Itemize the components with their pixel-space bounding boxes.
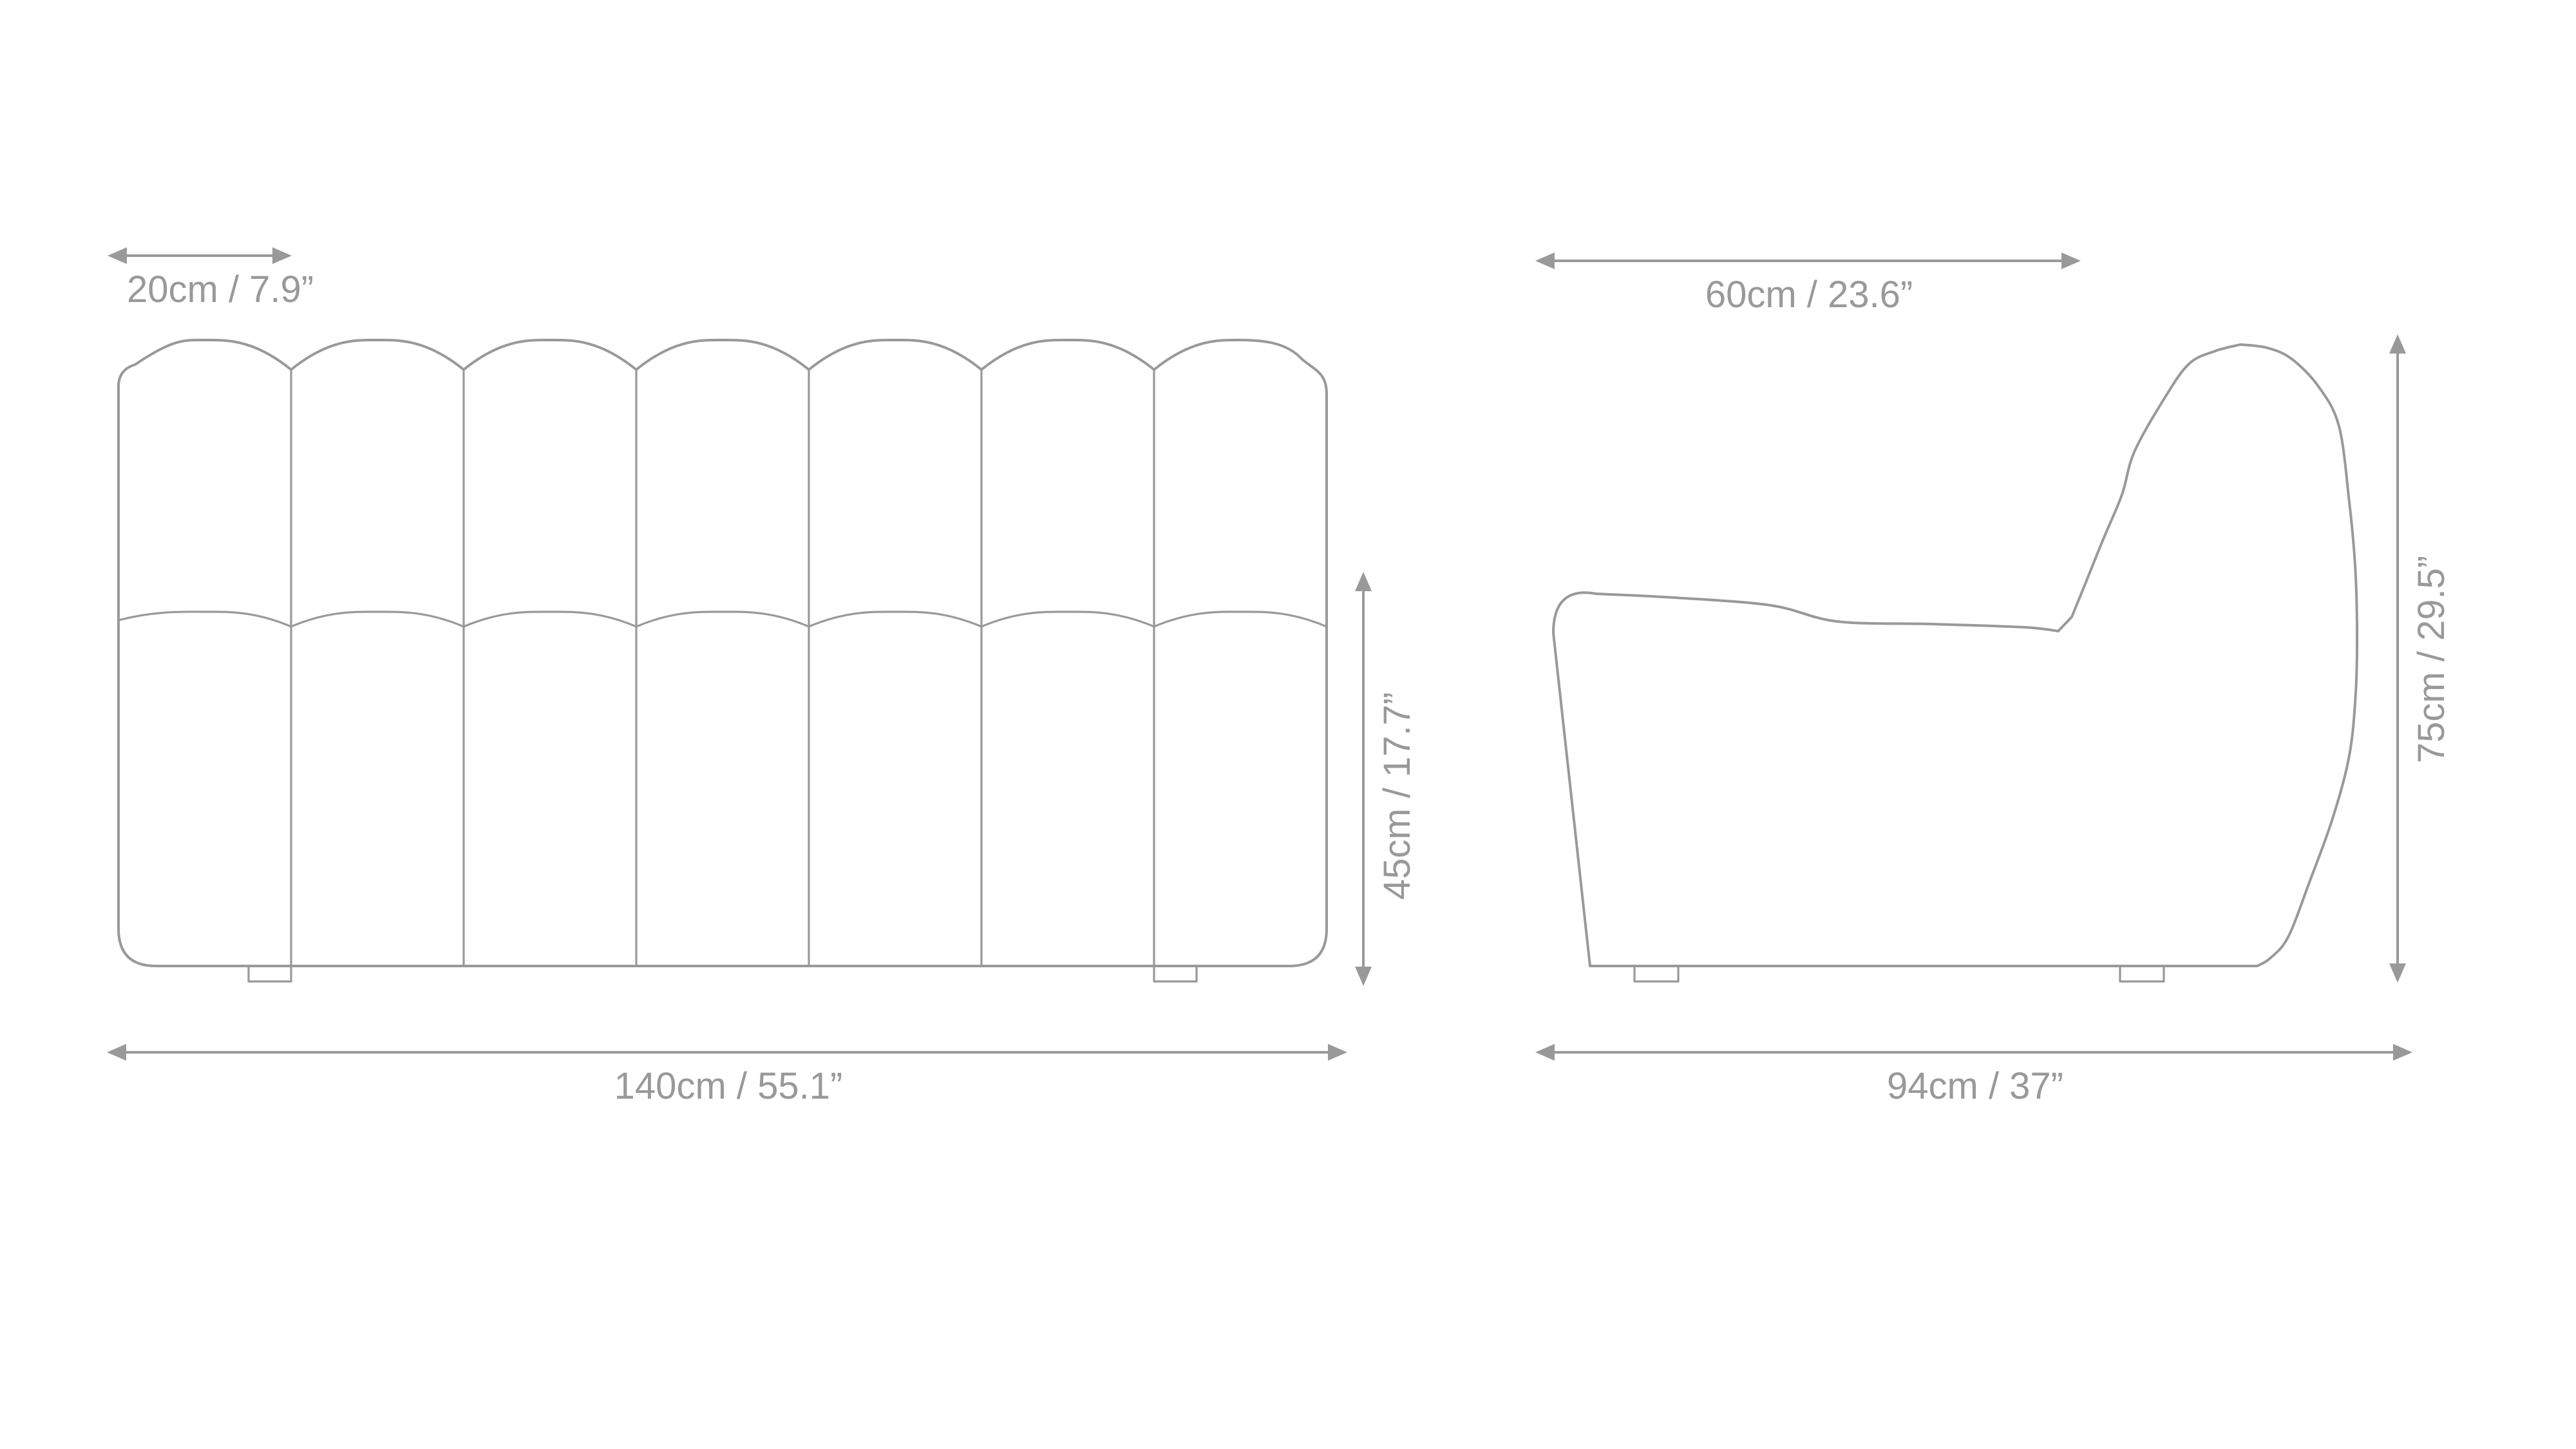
svg-text:94cm / 37”: 94cm / 37”	[1887, 1065, 2063, 1107]
svg-text:20cm / 7.9”: 20cm / 7.9”	[127, 269, 314, 310]
svg-text:60cm / 23.6”: 60cm / 23.6”	[1705, 274, 1913, 316]
svg-text:45cm / 17.7”: 45cm / 17.7”	[1376, 692, 1418, 900]
svg-text:140cm / 55.1”: 140cm / 55.1”	[614, 1065, 843, 1107]
svg-text:75cm / 29.5”: 75cm / 29.5”	[2410, 556, 2452, 763]
